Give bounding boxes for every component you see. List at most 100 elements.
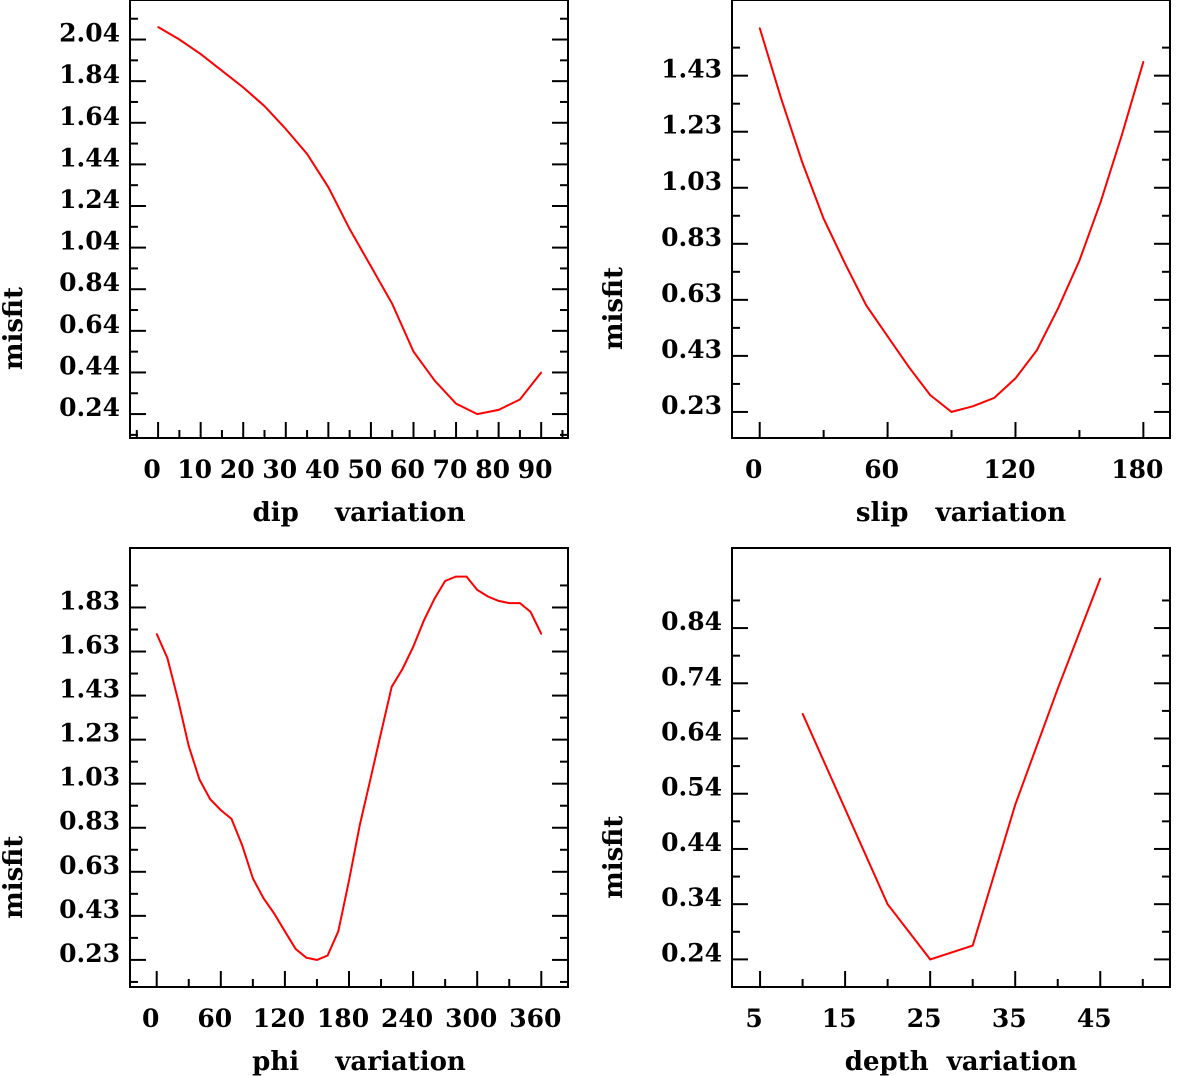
data-point — [422, 619, 425, 622]
data-point — [348, 879, 350, 882]
data-point — [1035, 349, 1038, 352]
data-point — [230, 818, 233, 820]
data-point — [433, 379, 436, 382]
y-tick-label: 0.74 — [661, 662, 722, 691]
y-tick-label: 1.83 — [59, 586, 120, 615]
y-tick-label: 1.63 — [59, 631, 120, 660]
y-axis-title: misfit — [599, 816, 629, 899]
data-point — [455, 402, 457, 405]
data-point — [540, 371, 542, 374]
data-point — [1014, 803, 1017, 806]
y-axis-title: misfit — [0, 836, 29, 919]
y-tick-label: 0.23 — [59, 939, 120, 968]
data-point — [886, 335, 889, 338]
data-point — [241, 844, 243, 847]
x-tick-label: 20 — [220, 455, 255, 484]
data-point — [263, 105, 266, 107]
plot-frame — [129, 0, 569, 439]
data-point — [476, 589, 478, 591]
panel-dip: 0 10 20 30 40 50 60 70 80 90 0.24 0.44 0.64 0.84 1.04 1… — [0, 0, 569, 528]
x-tick-label: 0 — [143, 455, 160, 484]
data-point — [262, 897, 265, 900]
panel-depth: 5 15 25 35 45 0.24 0.34 0.44 0.54 0.64 0.74 0.84 dep… — [599, 547, 1171, 1076]
x-axis-title: phi variation — [252, 1047, 466, 1076]
y-tick-label: 0.64 — [59, 310, 120, 339]
data-point — [358, 824, 361, 827]
data-point — [529, 611, 532, 613]
data-point — [1121, 133, 1123, 136]
x-tick-label: 300 — [445, 1004, 497, 1033]
y-tick-label: 0.83 — [59, 807, 120, 836]
y-tick-label: 0.63 — [661, 279, 722, 308]
data-point — [780, 97, 782, 99]
data-point — [380, 732, 382, 734]
data-point — [337, 930, 340, 933]
data-point — [1057, 307, 1059, 310]
data-point — [801, 712, 804, 715]
data-point — [221, 69, 223, 72]
y-tick-label: 1.04 — [59, 227, 120, 256]
data-point — [758, 27, 761, 29]
x-tick-label: 80 — [475, 455, 510, 484]
data-point — [972, 405, 974, 408]
y-tick-label: 0.54 — [661, 773, 722, 802]
misfit-line-slip — [758, 27, 1145, 413]
data-point — [497, 409, 500, 411]
data-point — [822, 217, 825, 220]
x-tick-label: 60 — [864, 455, 899, 484]
y-tick-label: 1.23 — [661, 111, 722, 140]
data-point — [305, 956, 308, 959]
data-point — [519, 398, 521, 401]
data-point — [316, 959, 318, 961]
data-point — [155, 633, 158, 635]
y-tick-label: 1.03 — [661, 167, 722, 196]
y-tick-label: 1.23 — [59, 719, 120, 748]
data-point — [220, 809, 222, 811]
y-tick-label: 0.34 — [661, 883, 722, 912]
data-point — [327, 186, 330, 189]
data-point — [497, 600, 500, 602]
data-point — [929, 958, 931, 961]
y-tick-label: 1.03 — [59, 763, 120, 792]
x-tick-label: 90 — [518, 455, 553, 484]
x-tick-label: 240 — [381, 1004, 433, 1033]
y-tick-label: 1.43 — [59, 675, 120, 704]
data-point — [476, 413, 479, 415]
x-tick-label: 40 — [305, 455, 340, 484]
plot-frame — [731, 547, 1171, 988]
data-point — [886, 903, 889, 905]
y-tick-label: 1.43 — [661, 55, 722, 84]
data-point — [844, 262, 846, 265]
data-point — [178, 38, 181, 41]
y-tick-label: 1.24 — [59, 185, 120, 214]
y-tick-label: 0.83 — [661, 223, 722, 252]
x-tick-label: 30 — [262, 455, 297, 484]
panel-slip: 0 60 120 180 0.23 0.43 0.63 0.83 1.03 1.23 1.43 sli… — [599, 0, 1171, 528]
data-point — [1099, 577, 1102, 580]
data-point — [801, 161, 804, 164]
x-tick-label: 60 — [390, 455, 425, 484]
y-tick-label: 0.64 — [661, 718, 722, 747]
data-point — [273, 912, 276, 915]
data-point — [209, 798, 211, 800]
y-tick-label: 0.63 — [59, 851, 120, 880]
data-point — [199, 53, 202, 55]
x-tick-label: 60 — [197, 1004, 232, 1033]
data-point — [950, 411, 953, 413]
x-axis-title: depth variation — [845, 1047, 1078, 1076]
y-tick-label: 0.23 — [661, 391, 722, 420]
y-tick-label: 0.84 — [661, 607, 722, 636]
y-tick-label: 0.24 — [661, 938, 722, 967]
y-axis-title: misfit — [0, 287, 29, 370]
data-point — [177, 699, 179, 701]
x-tick-label: 45 — [1077, 1004, 1112, 1033]
data-point — [1142, 60, 1145, 63]
x-tick-label: 180 — [1111, 455, 1163, 484]
data-point — [198, 778, 201, 781]
data-point — [284, 128, 287, 130]
data-point — [390, 685, 393, 688]
data-point — [294, 948, 297, 950]
y-tick-label: 0.84 — [59, 268, 120, 297]
data-point — [1078, 259, 1081, 262]
